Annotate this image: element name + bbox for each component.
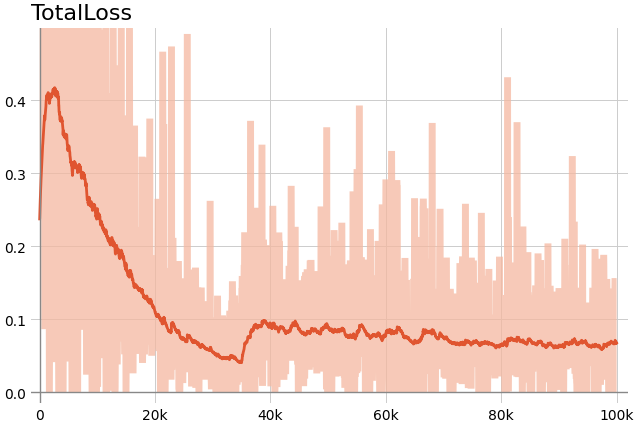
Text: TotalLoss: TotalLoss (31, 4, 132, 24)
